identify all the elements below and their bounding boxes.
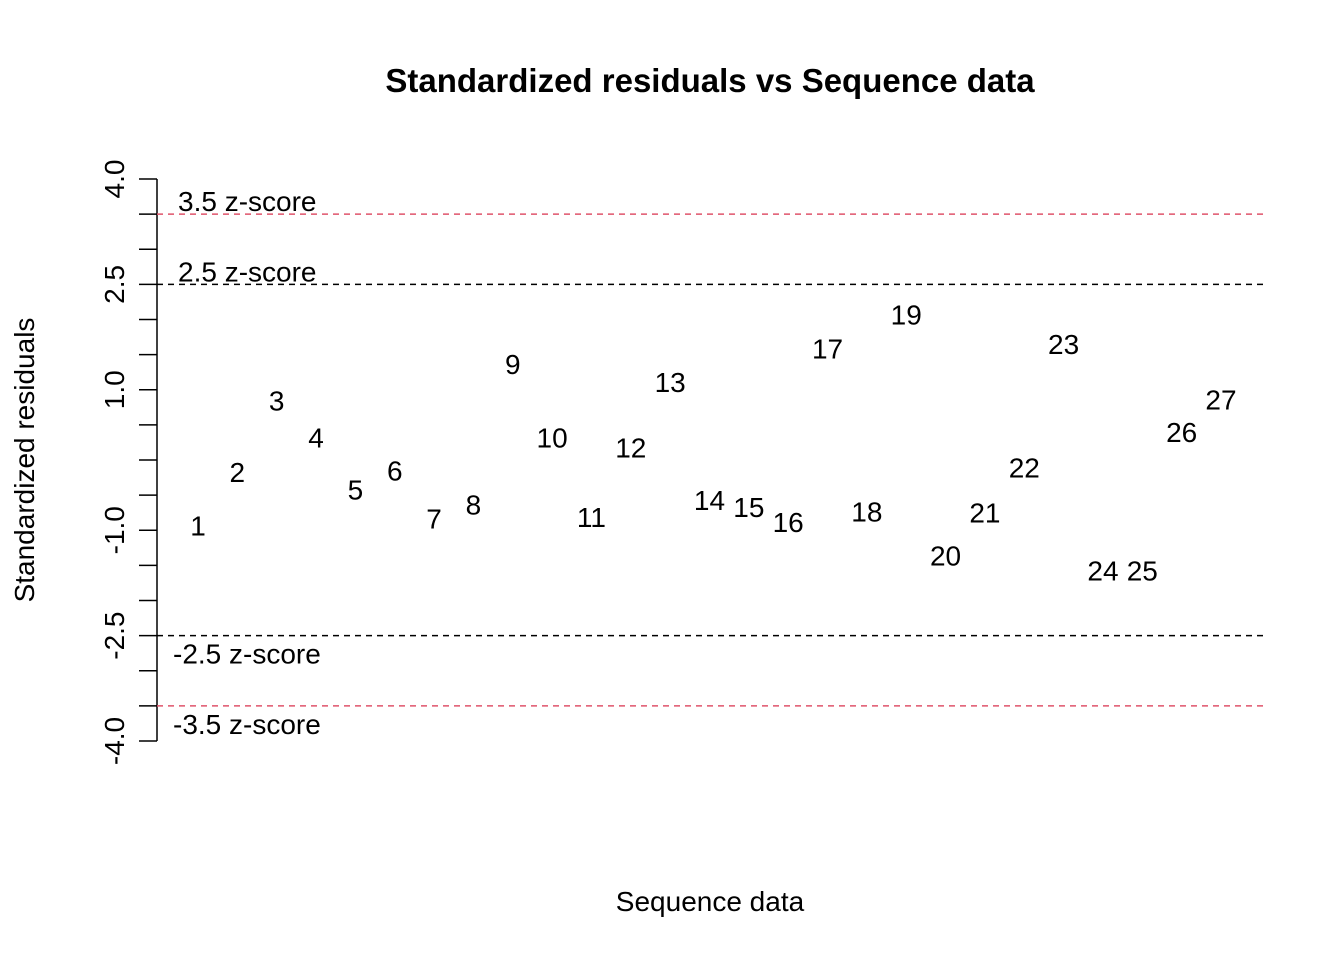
point-label: 2 [230,457,246,488]
point-label: 21 [969,498,1000,529]
point-label: 22 [1009,453,1040,484]
point-label: 12 [615,432,646,463]
point-label: 13 [655,367,686,398]
chart-title: Standardized residuals vs Sequence data [385,62,1035,99]
reference-line-label: -2.5 z-score [173,639,321,670]
point-label: 15 [733,492,764,523]
point-label: 17 [812,333,843,364]
y-axis-label: Standardized residuals [9,318,40,603]
y-tick-label: 4.0 [99,160,130,199]
point-label: 16 [773,507,804,538]
point-label: 10 [537,423,568,454]
point-label: 14 [694,485,725,516]
point-label: 19 [891,300,922,331]
point-label: 18 [851,496,882,527]
point-label: 6 [387,456,403,487]
y-tick-label: -1.0 [99,506,130,554]
y-tick-label: 2.5 [99,265,130,304]
y-tick-label: -2.5 [99,612,130,660]
point-label: 20 [930,541,961,572]
reference-line-label: -3.5 z-score [173,709,321,740]
y-tick-label: -4.0 [99,717,130,765]
y-tick-label: 1.0 [99,370,130,409]
reference-lines: 3.5 z-score 2.5 z-score -2.5 z-score -3.5 z… [157,186,1265,740]
point-label: 4 [308,423,324,454]
point-label: 25 [1127,555,1158,586]
y-axis: -4.0 -2.5 -1.0 1.0 2.5 4.0 [99,160,158,765]
x-axis-label: Sequence data [616,886,805,917]
point-label: 11 [577,502,606,533]
point-label: 7 [426,503,442,534]
point-label: 1 [190,510,206,541]
point-label: 26 [1166,417,1197,448]
point-label: 5 [348,475,364,506]
point-label: 27 [1205,385,1236,416]
point-label: 8 [466,489,482,520]
point-label: 3 [269,385,285,416]
reference-line-label: 2.5 z-score [178,256,317,287]
point-label: 23 [1048,329,1079,360]
reference-line-label: 3.5 z-score [178,186,317,217]
point-label: 24 [1087,555,1118,586]
point-label: 9 [505,349,521,380]
